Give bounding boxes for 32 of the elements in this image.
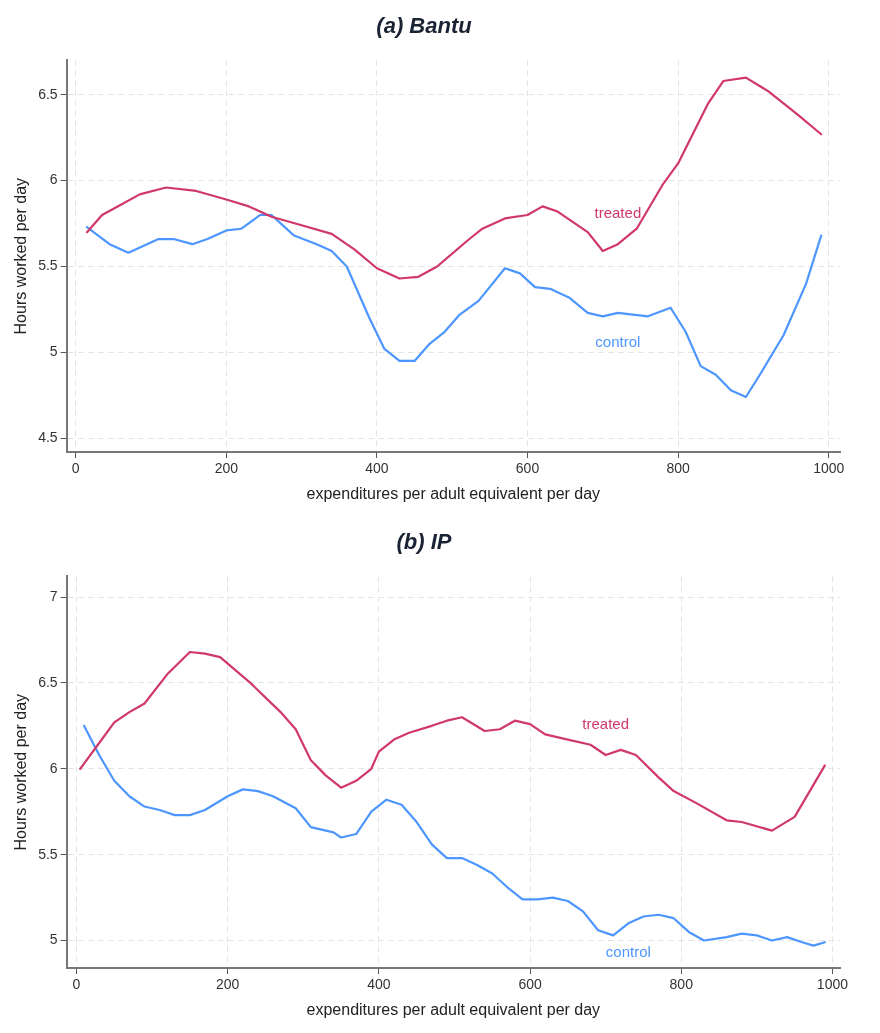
- x-tick-label: 600: [515, 460, 540, 477]
- y-tick-label: 6.5: [38, 85, 58, 102]
- x-tick-label: 1000: [813, 460, 845, 477]
- x-tick-label: 0: [72, 976, 81, 993]
- x-axis-title: expenditures per adult equivalent per day: [306, 1000, 601, 1018]
- x-tick-label: 400: [365, 460, 389, 477]
- chart-title: (a) Bantu: [376, 13, 473, 39]
- series-label: control: [605, 943, 651, 961]
- y-tick-label: 5.5: [38, 845, 58, 862]
- x-tick-label: 1000: [816, 976, 849, 993]
- x-tick-label: 800: [669, 976, 694, 993]
- x-tick-label: 200: [214, 460, 239, 477]
- y-tick-label: 6.5: [38, 673, 58, 690]
- x-axis-title: expenditures per adult equivalent per day: [306, 484, 601, 502]
- y-tick-label: 4.5: [38, 429, 58, 446]
- x-tick-label: 400: [367, 976, 391, 993]
- y-axis-title: Hours worked per day: [12, 177, 30, 335]
- x-tick-label: 0: [71, 460, 80, 477]
- y-tick-label: 5.5: [38, 257, 58, 274]
- x-tick-label: 200: [216, 976, 240, 993]
- y-tick-label: 7: [49, 587, 58, 604]
- series-label: control: [595, 333, 641, 351]
- y-tick-label: 6: [49, 759, 58, 776]
- y-tick-label: 5: [49, 343, 58, 360]
- x-tick-label: 800: [666, 460, 690, 477]
- series-label: treated: [582, 715, 630, 733]
- y-tick-label: 6: [49, 171, 58, 188]
- x-tick-label: 600: [518, 976, 542, 993]
- chart-title: (b) IP: [396, 529, 452, 555]
- y-tick-label: 5: [49, 931, 58, 948]
- series-label: treated: [594, 204, 642, 222]
- y-axis-title: Hours worked per day: [12, 693, 30, 851]
